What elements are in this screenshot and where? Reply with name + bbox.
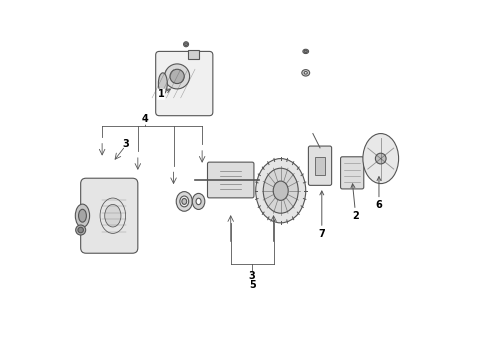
Ellipse shape <box>363 134 398 184</box>
Text: 2: 2 <box>351 184 359 221</box>
Ellipse shape <box>78 227 83 233</box>
Ellipse shape <box>180 196 189 207</box>
Ellipse shape <box>182 198 187 204</box>
Ellipse shape <box>185 43 188 46</box>
Circle shape <box>170 69 184 84</box>
Ellipse shape <box>273 181 288 201</box>
Circle shape <box>375 153 386 164</box>
FancyBboxPatch shape <box>207 162 254 198</box>
FancyBboxPatch shape <box>156 51 213 116</box>
Ellipse shape <box>78 209 86 222</box>
FancyBboxPatch shape <box>341 157 364 189</box>
Ellipse shape <box>304 50 307 53</box>
Ellipse shape <box>176 192 192 211</box>
Circle shape <box>165 64 190 89</box>
Ellipse shape <box>256 158 306 223</box>
Ellipse shape <box>263 168 298 213</box>
Ellipse shape <box>192 193 205 210</box>
Text: 6: 6 <box>375 177 382 210</box>
Bar <box>315 157 325 175</box>
Ellipse shape <box>105 204 121 227</box>
Text: 3: 3 <box>249 271 255 282</box>
Text: 7: 7 <box>318 191 325 239</box>
Ellipse shape <box>303 49 309 54</box>
Text: 4: 4 <box>142 114 148 124</box>
Text: 5: 5 <box>249 280 255 291</box>
Ellipse shape <box>184 42 189 47</box>
Ellipse shape <box>75 225 86 235</box>
FancyBboxPatch shape <box>81 178 138 253</box>
Text: 3: 3 <box>122 139 129 149</box>
Ellipse shape <box>304 72 307 74</box>
Text: 1: 1 <box>158 89 170 99</box>
Ellipse shape <box>75 204 90 227</box>
FancyBboxPatch shape <box>308 146 332 185</box>
Ellipse shape <box>302 69 310 76</box>
Ellipse shape <box>196 198 201 204</box>
Bar <box>188 50 198 59</box>
Ellipse shape <box>158 73 167 94</box>
